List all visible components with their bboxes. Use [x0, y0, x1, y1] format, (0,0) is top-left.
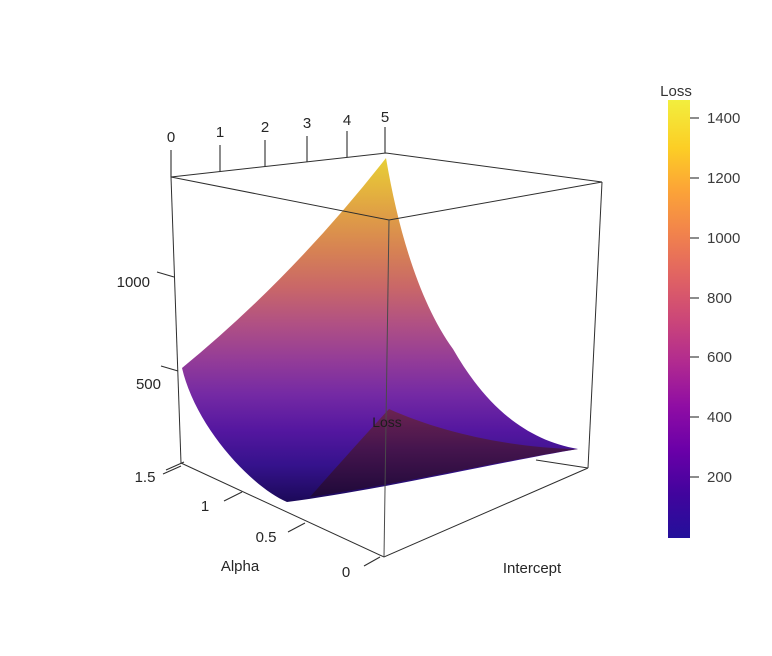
- colorbar-tick-label: 200: [707, 469, 732, 486]
- colorbar-tick-label: 600: [707, 349, 732, 366]
- loss-axis-tick-labels: 1000 500: [117, 274, 161, 393]
- alpha-axis-tick-label: 1: [201, 498, 209, 515]
- top-axis-tick-labels: 0 1 2 3 4 5: [167, 109, 389, 146]
- loss-axis-title: Loss: [372, 414, 402, 430]
- top-axis-ticks: [170, 127, 386, 177]
- top-axis-tick-label: 5: [381, 109, 389, 126]
- top-axis-tick-label: 3: [303, 115, 311, 132]
- colorbar-title: Loss: [660, 83, 692, 100]
- alpha-axis-tick-labels: 1.5 1 0.5 0: [135, 469, 351, 581]
- loss-axis-tick-label: 1000: [117, 274, 150, 291]
- colorbar-gradient: [668, 100, 690, 538]
- alpha-axis-ticks: [162, 461, 381, 567]
- loss-axis-ticks: [156, 271, 179, 372]
- colorbar: Loss 1400 1200 1000 800 600 400 200: [660, 83, 740, 538]
- alpha-axis-title: Alpha: [221, 558, 260, 575]
- alpha-axis-tick-label: 0: [342, 564, 350, 581]
- top-axis-tick-label: 0: [167, 129, 175, 146]
- alpha-axis-tick-label: 1.5: [135, 469, 156, 486]
- colorbar-tick-label: 800: [707, 290, 732, 307]
- loss-axis-tick-label: 500: [136, 376, 161, 393]
- alpha-axis-tick-label: 0.5: [256, 529, 277, 546]
- box-wireframe: [170, 152, 603, 558]
- top-axis-tick-label: 1: [216, 124, 224, 141]
- colorbar-tick-label: 1400: [707, 110, 740, 127]
- surface-main-sheet: [182, 158, 578, 502]
- colorbar-tick-label: 400: [707, 409, 732, 426]
- top-axis-tick-label: 4: [343, 112, 351, 129]
- surface-front-sheet: [310, 409, 578, 497]
- colorbar-ticks: [690, 117, 699, 478]
- top-axis-tick-label: 2: [261, 119, 269, 136]
- colorbar-tick-label: 1200: [707, 170, 740, 187]
- intercept-axis-title: Intercept: [503, 560, 562, 577]
- colorbar-tick-labels: 1400 1200 1000 800 600 400 200: [707, 110, 740, 486]
- colorbar-tick-label: 1000: [707, 230, 740, 247]
